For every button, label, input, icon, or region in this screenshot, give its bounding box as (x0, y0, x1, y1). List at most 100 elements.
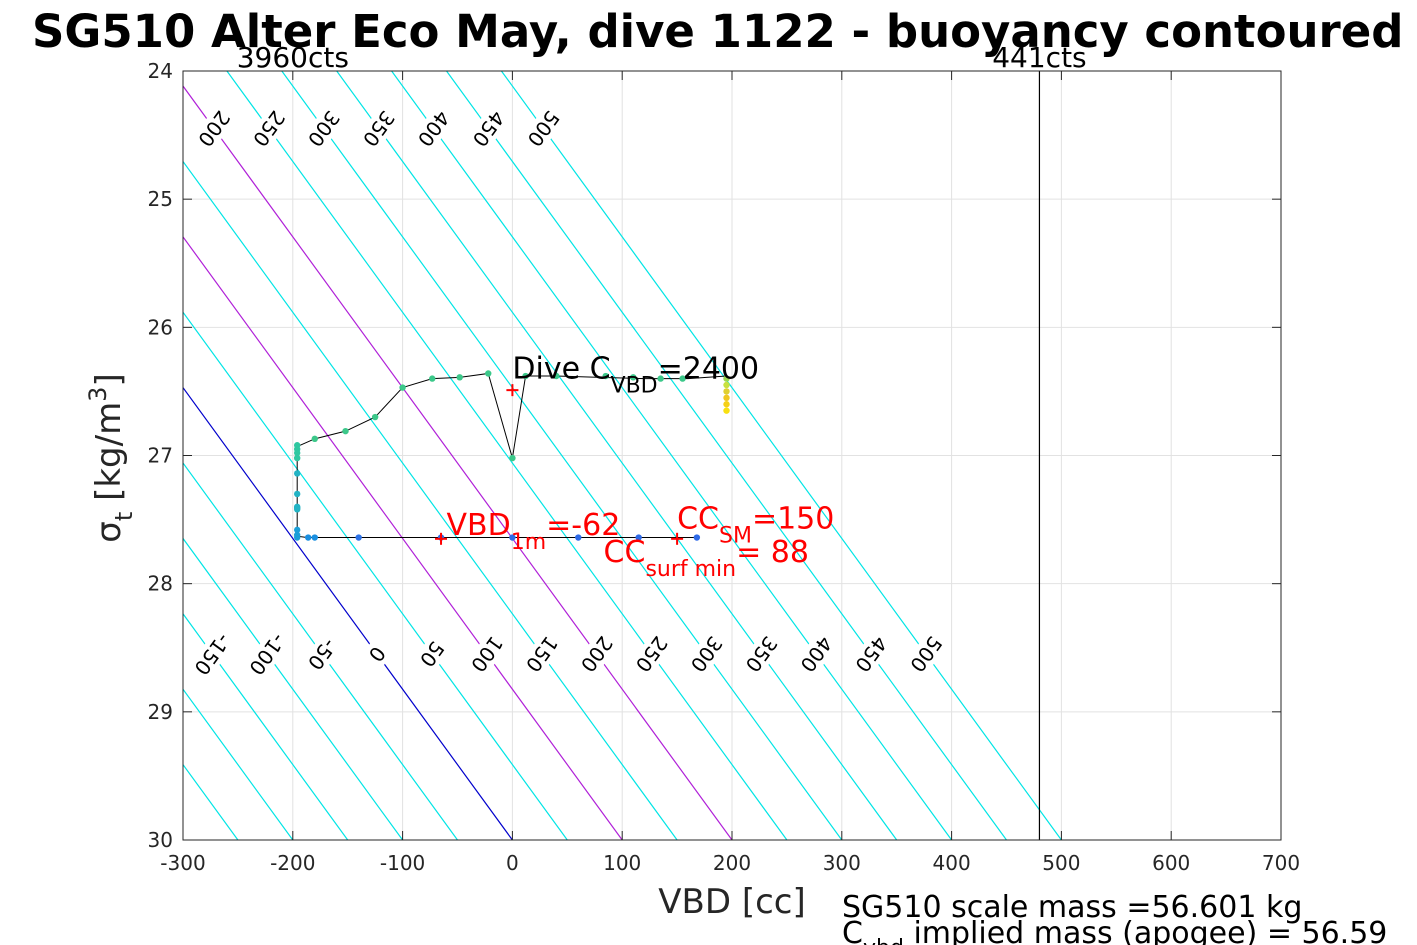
data-point (311, 534, 318, 541)
chart-title: SG510 Alter Eco May, dive 1122 - buoyanc… (32, 5, 1403, 58)
y-axis-label-close: ] (89, 373, 129, 386)
data-point (371, 413, 379, 421)
x-tick-label: 100 (603, 851, 641, 875)
data-point (293, 534, 301, 541)
y-axis-label: σt [kg/m3] (84, 373, 138, 542)
contour-line (183, 160, 678, 840)
data-point (723, 407, 730, 414)
x-tick-label: 0 (506, 851, 519, 875)
data-point (456, 374, 463, 381)
data-point (522, 372, 529, 380)
data-points (293, 370, 730, 541)
data-point (355, 534, 362, 541)
contour-line (336, 71, 898, 840)
footer-implied-tail: implied mass (apogee) = 56.59 (904, 916, 1388, 945)
dive-cvbd-sub: VBD (611, 374, 658, 399)
x-axis-label: VBD [cc] (658, 882, 806, 922)
data-point (723, 388, 730, 395)
data-point (399, 384, 406, 391)
x-tick-label: 400 (933, 851, 971, 875)
contour-line (183, 235, 623, 840)
x-tick-label: 300 (823, 851, 861, 875)
contour-line (183, 688, 294, 840)
dive-cvbd-tail: =2400 (658, 352, 759, 387)
dive-track-line (296, 372, 727, 539)
footer-implied-sub: vbd (863, 936, 904, 945)
contour-line (500, 71, 1062, 840)
data-point (693, 534, 701, 541)
x-tick-label: 200 (713, 851, 751, 875)
data-point (635, 534, 642, 541)
axis-ticks: -300 -200 -100 0 100 200 300 400 500 600 700 24 25 26… (148, 59, 1301, 875)
data-point (429, 375, 436, 382)
contour-label-bg (739, 630, 783, 678)
data-point (575, 534, 582, 541)
cc-sm-main: CC (677, 502, 719, 537)
contour-label-bg (521, 105, 565, 152)
markers (435, 384, 684, 545)
vbd-1m-annotation: VBD1m=-62 (447, 508, 621, 555)
contour-label-bg (190, 630, 234, 678)
contour-line (183, 612, 349, 840)
data-point (679, 375, 686, 382)
x-tick-label: -300 (160, 851, 205, 875)
data-point (304, 534, 312, 541)
contour-label-bg (355, 630, 399, 678)
footer-implied-main: C (842, 916, 863, 945)
counts-annotation: 3960cts (237, 41, 349, 74)
data-point (293, 506, 301, 513)
contour-label-bg (467, 105, 510, 152)
y-tick-label: 24 (148, 59, 173, 83)
contour-line (391, 71, 953, 840)
contour-line (183, 537, 404, 840)
cc-sm-annotation: CCSM=150 (677, 502, 834, 549)
top-annotations: 3960cts 441cts (237, 41, 1087, 74)
y-tick-label: 29 (148, 700, 173, 724)
footer-scale-mass: SG510 scale mass =56.601 kg (842, 890, 1302, 925)
data-point (602, 372, 609, 380)
x-tick-label: 600 (1152, 851, 1190, 875)
data-point (723, 381, 730, 389)
cc-sm-marker (671, 532, 684, 545)
x-tick-label: -100 (380, 851, 425, 875)
cc-sm-sub: SM (719, 524, 752, 549)
data-point (293, 449, 301, 457)
contour-label-bg (192, 105, 236, 152)
x-tick-label: -200 (270, 851, 315, 875)
data-point (293, 490, 301, 498)
contour-line (183, 386, 513, 840)
contour-label-bg (302, 105, 346, 152)
data-point (553, 372, 560, 380)
vbd-1m-main: VBD (447, 508, 511, 543)
y-axis-label-sub: t (110, 512, 138, 521)
dive-track (296, 372, 727, 539)
data-point (342, 427, 349, 435)
data-point (723, 394, 730, 402)
data-point (723, 375, 730, 382)
contour-label-bg (520, 630, 564, 678)
contour-line (183, 311, 568, 840)
data-point (509, 454, 516, 462)
data-point (293, 470, 301, 477)
x-tick-label: 700 (1262, 851, 1300, 875)
contour-label-bg (247, 105, 291, 152)
dive-cvbd-annotation: Dive CVBD=2400 (512, 352, 759, 399)
contour-label-bg (300, 630, 344, 678)
y-tick-label: 30 (148, 828, 173, 852)
y-tick-label: 25 (148, 187, 173, 211)
contour-line (226, 71, 788, 840)
cc-surf-sub: surf min (645, 557, 736, 582)
contour-label-bg (684, 630, 728, 678)
contour-line (281, 71, 843, 840)
dive-cvbd-marker (506, 384, 519, 397)
y-tick-label: 27 (148, 444, 173, 468)
cc-surf-tail: = 88 (736, 535, 809, 570)
data-point (723, 401, 730, 408)
contour-label-bg (465, 630, 509, 678)
counts-annotation: 441cts (992, 41, 1086, 74)
buoyancy-contours (183, 71, 1062, 840)
contour-label-bg (630, 630, 674, 678)
contour-line (183, 85, 733, 840)
contour-line (446, 71, 1007, 840)
